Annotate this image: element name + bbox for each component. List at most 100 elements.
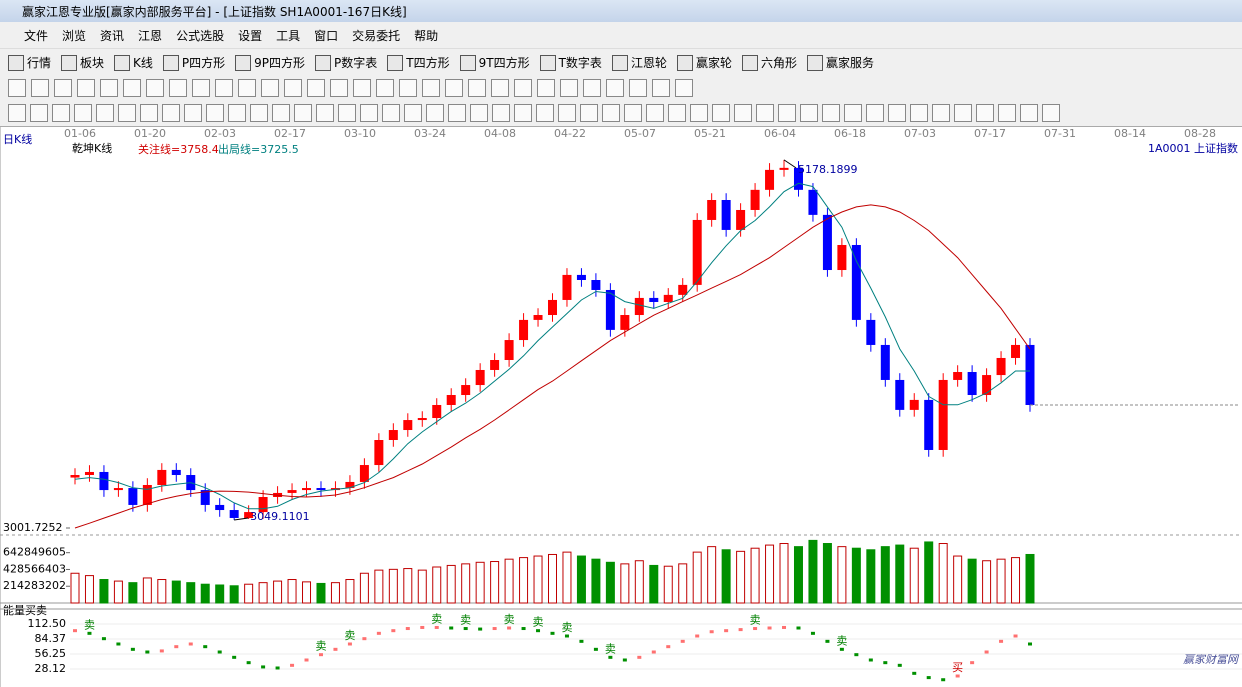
toolbar-icon-button[interactable]: [52, 104, 70, 122]
toolbar-icon-button[interactable]: [470, 104, 488, 122]
toolbar-icon-button[interactable]: [734, 104, 752, 122]
menu-item[interactable]: 交易委托: [352, 28, 401, 43]
toolbar-icon-button[interactable]: [536, 104, 554, 122]
toolbar-icon-button[interactable]: [646, 104, 664, 122]
menu-item[interactable]: 设置: [238, 28, 263, 43]
toolbar-icon-button[interactable]: [800, 104, 818, 122]
toolbar-icon-button[interactable]: [338, 104, 356, 122]
toolbar-icon-button[interactable]: [1042, 104, 1060, 122]
toolbar-button[interactable]: T数字表: [539, 54, 602, 72]
toolbar-icon-button[interactable]: [140, 104, 158, 122]
toolbar-icon-button[interactable]: [261, 79, 279, 97]
toolbar-icon-button[interactable]: [756, 104, 774, 122]
toolbar-icon-button[interactable]: [382, 104, 400, 122]
toolbar-icon-button[interactable]: [96, 104, 114, 122]
toolbar-icon-button[interactable]: [169, 79, 187, 97]
menu-item[interactable]: 文件: [24, 28, 49, 43]
toolbar-icon-button[interactable]: [602, 104, 620, 122]
toolbar-icon-button[interactable]: [866, 104, 884, 122]
toolbar-icon-button[interactable]: [8, 104, 26, 122]
toolbar-button[interactable]: 9T四方形: [459, 54, 530, 72]
toolbar-icon-button[interactable]: [192, 79, 210, 97]
toolbar-icon-button[interactable]: [652, 79, 670, 97]
toolbar-icon-button[interactable]: [448, 104, 466, 122]
toolbar-button[interactable]: 江恩轮: [611, 54, 667, 72]
toolbar-icon-button[interactable]: [284, 79, 302, 97]
toolbar-icon-button[interactable]: [491, 79, 509, 97]
toolbar-icon-button[interactable]: [100, 79, 118, 97]
toolbar-button[interactable]: P数字表: [315, 54, 377, 72]
toolbar-icon-button[interactable]: [74, 104, 92, 122]
toolbar-icon-button[interactable]: [118, 104, 136, 122]
toolbar-icon-button[interactable]: [822, 104, 840, 122]
toolbar-icon-button[interactable]: [316, 104, 334, 122]
toolbar-button[interactable]: 赢家服务: [806, 54, 874, 72]
toolbar-icon-button[interactable]: [162, 104, 180, 122]
toolbar-button[interactable]: 9P四方形: [235, 54, 305, 72]
toolbar-icon-button[interactable]: [954, 104, 972, 122]
toolbar-icon-button[interactable]: [998, 104, 1016, 122]
toolbar-icon-button[interactable]: [606, 79, 624, 97]
toolbar-icon-button[interactable]: [426, 104, 444, 122]
toolbar-icon-button[interactable]: [468, 79, 486, 97]
toolbar-icon-button[interactable]: [54, 79, 72, 97]
toolbar-icon-button[interactable]: [8, 79, 26, 97]
toolbar-icon-button[interactable]: [629, 79, 647, 97]
toolbar-icon-button[interactable]: [583, 79, 601, 97]
toolbar-button[interactable]: 行情: [8, 54, 51, 72]
toolbar-icon-button[interactable]: [376, 79, 394, 97]
toolbar-icon-button[interactable]: [560, 79, 578, 97]
toolbar-icon-button[interactable]: [77, 79, 95, 97]
menu-item[interactable]: 公式选股: [176, 28, 225, 43]
toolbar-icon-button[interactable]: [514, 79, 532, 97]
toolbar-icon-button[interactable]: [712, 104, 730, 122]
toolbar-icon-button[interactable]: [932, 104, 950, 122]
toolbar-icon-button[interactable]: [30, 104, 48, 122]
toolbar-icon-button[interactable]: [778, 104, 796, 122]
toolbar-icon-button[interactable]: [690, 104, 708, 122]
toolbar-icon-button[interactable]: [492, 104, 510, 122]
toolbar-icon-button[interactable]: [844, 104, 862, 122]
toolbar-icon-button[interactable]: [228, 104, 246, 122]
toolbar-icon-button[interactable]: [330, 79, 348, 97]
toolbar-icon-button[interactable]: [184, 104, 202, 122]
toolbar-icon-button[interactable]: [294, 104, 312, 122]
toolbar-icon-button[interactable]: [1020, 104, 1038, 122]
toolbar-button[interactable]: K线: [114, 54, 153, 72]
toolbar-icon-button[interactable]: [888, 104, 906, 122]
toolbar-icon-button[interactable]: [238, 79, 256, 97]
toolbar-icon-button[interactable]: [537, 79, 555, 97]
toolbar-icon-button[interactable]: [404, 104, 422, 122]
toolbar-icon-button[interactable]: [422, 79, 440, 97]
menu-item[interactable]: 工具: [276, 28, 301, 43]
menu-item[interactable]: 窗口: [314, 28, 339, 43]
toolbar-icon-button[interactable]: [272, 104, 290, 122]
toolbar-button[interactable]: 六角形: [741, 54, 797, 72]
toolbar-icon-button[interactable]: [445, 79, 463, 97]
toolbar-icon-button[interactable]: [558, 104, 576, 122]
toolbar-icon-button[interactable]: [910, 104, 928, 122]
toolbar-button[interactable]: 板块: [61, 54, 104, 72]
toolbar-icon-button[interactable]: [353, 79, 371, 97]
menu-item[interactable]: 江恩: [138, 28, 163, 43]
toolbar-icon-button[interactable]: [514, 104, 532, 122]
toolbar-icon-button[interactable]: [580, 104, 598, 122]
toolbar-button[interactable]: P四方形: [162, 54, 225, 72]
toolbar-icon-button[interactable]: [976, 104, 994, 122]
toolbar-icon-button[interactable]: [123, 79, 141, 97]
toolbar-icon-button[interactable]: [215, 79, 233, 97]
toolbar-button[interactable]: 赢家轮: [676, 54, 732, 72]
menu-item[interactable]: 浏览: [62, 28, 87, 43]
toolbar-icon-button[interactable]: [250, 104, 268, 122]
menu-item[interactable]: 帮助: [414, 28, 439, 43]
toolbar-icon-button[interactable]: [31, 79, 49, 97]
toolbar-icon-button[interactable]: [360, 104, 378, 122]
toolbar-button[interactable]: T四方形: [387, 54, 450, 72]
toolbar-icon-button[interactable]: [206, 104, 224, 122]
toolbar-icon-button[interactable]: [675, 79, 693, 97]
toolbar-icon-button[interactable]: [146, 79, 164, 97]
toolbar-icon-button[interactable]: [307, 79, 325, 97]
menu-item[interactable]: 资讯: [100, 28, 125, 43]
toolbar-icon-button[interactable]: [624, 104, 642, 122]
toolbar-icon-button[interactable]: [668, 104, 686, 122]
